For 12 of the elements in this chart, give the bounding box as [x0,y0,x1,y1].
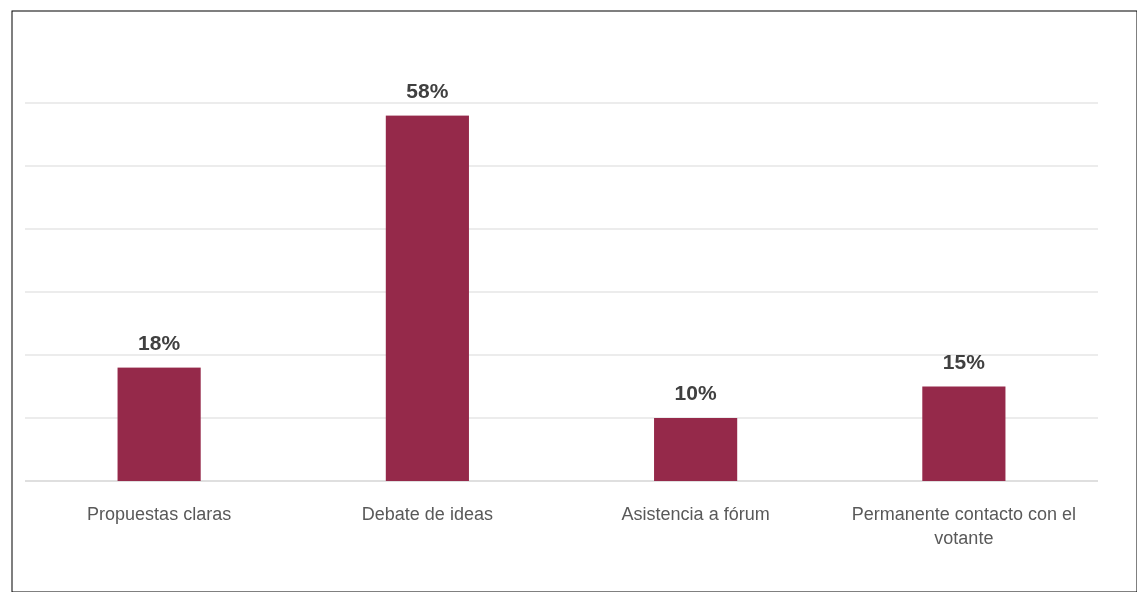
x-tick-label: Permanente contacto con el votante [851,504,1076,548]
data-label: 58% [406,78,449,102]
x-tick-label: Debate de ideas [361,504,493,524]
data-label: 18% [138,330,181,354]
bar [117,367,201,481]
x-tick-label: Asistencia a fórum [621,504,770,524]
bar [922,386,1006,481]
bar [385,115,469,481]
x-tick-label: Propuestas claras [87,504,232,524]
data-label: 15% [942,349,986,373]
bar [654,418,738,481]
data-label: 10% [674,381,717,404]
